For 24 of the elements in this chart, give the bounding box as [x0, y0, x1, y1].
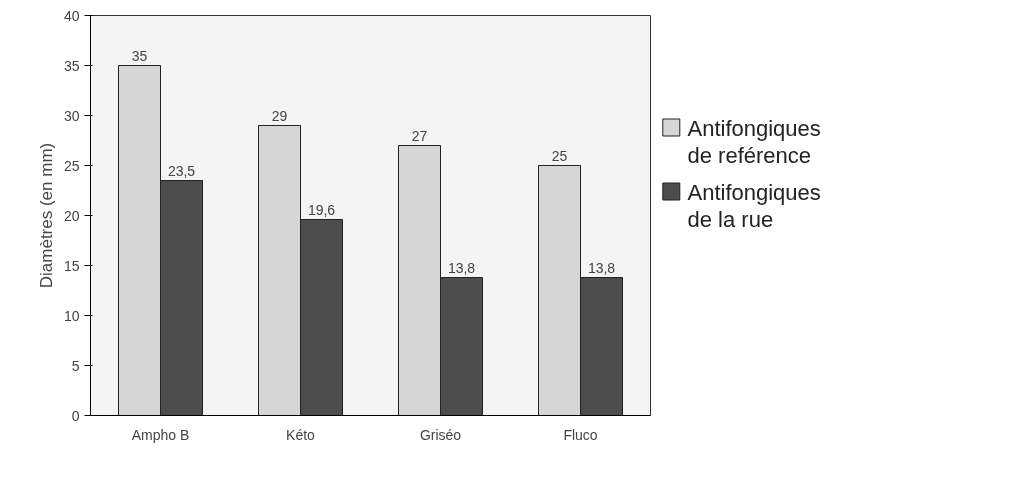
y-tick-label: 10: [63, 307, 80, 324]
y-tick-label: 20: [63, 207, 80, 224]
y-tick-label: 30: [63, 107, 80, 124]
legend-label: Antifongiques de la rue: [687, 179, 821, 232]
y-tick-label: 35: [63, 57, 80, 74]
y-tick-label: 0: [71, 407, 80, 424]
y-tick-label: 5: [71, 357, 80, 374]
data-label: 29: [271, 107, 288, 124]
y-tick-label: 25: [63, 157, 80, 174]
data-label: 27: [411, 127, 428, 144]
data-label: 23,5: [167, 162, 196, 179]
x-tick-label: Fluco: [563, 426, 598, 443]
x-tick-label: Ampho B: [131, 426, 190, 443]
data-label: 13,8: [587, 259, 616, 276]
y-tick-label: 40: [63, 7, 80, 24]
legend-label: Antifongiques de reférence: [687, 115, 821, 168]
data-label: 25: [551, 147, 568, 164]
x-tick-label: Kéto: [286, 426, 316, 443]
data-label: 13,8: [447, 259, 476, 276]
y-axis-title: Diamètres (en mm): [36, 142, 56, 289]
data-label: 35: [131, 47, 148, 64]
y-tick-label: 15: [63, 257, 80, 274]
x-tick-label: Griséo: [419, 426, 462, 443]
data-label: 19,6: [307, 201, 336, 218]
